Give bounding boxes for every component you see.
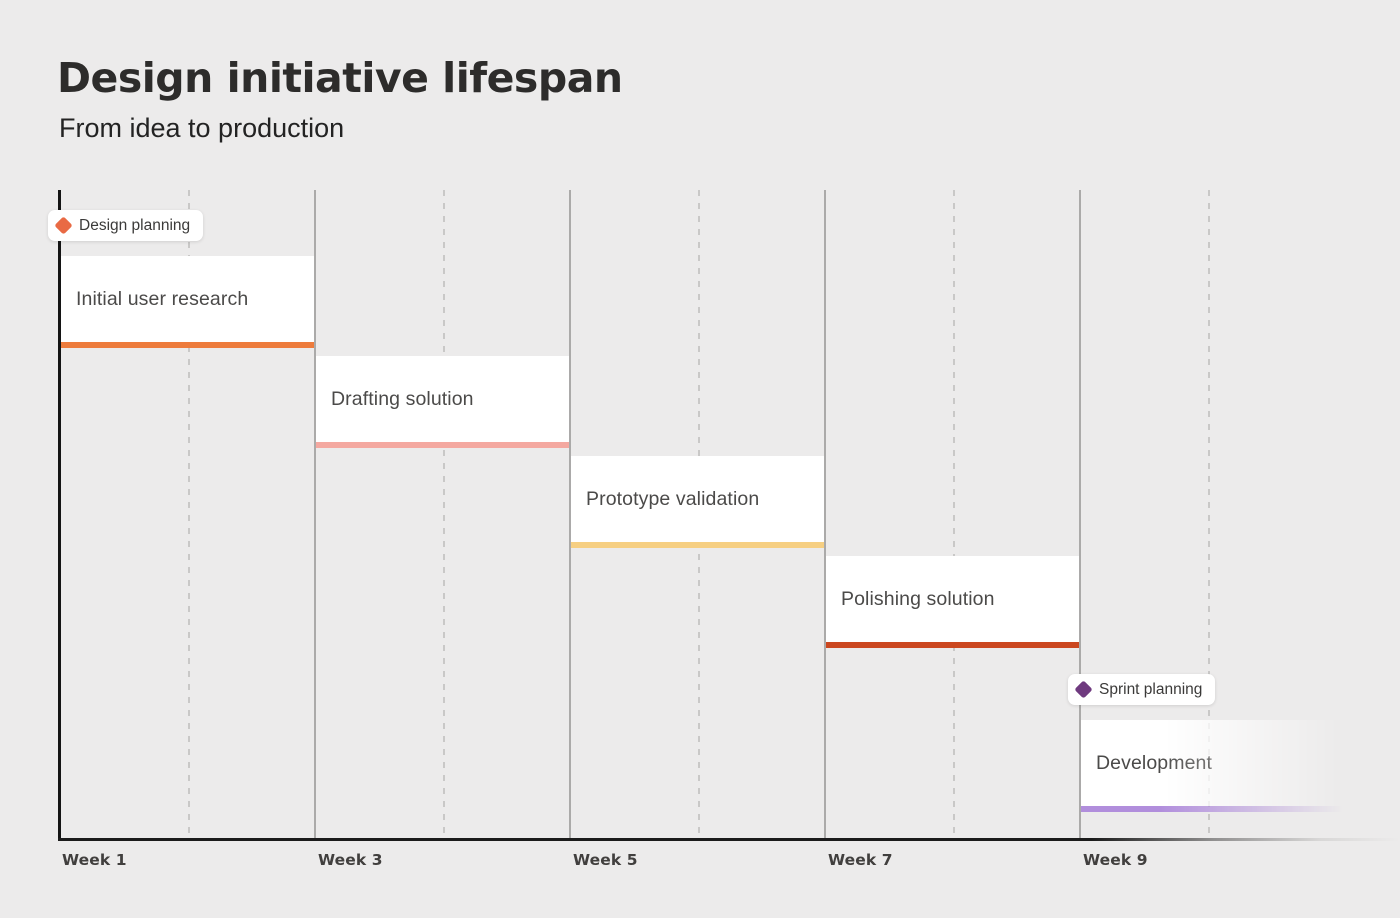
milestone-label: Design planning (79, 216, 191, 234)
task-bar-drafting-solution[interactable]: Drafting solution (316, 356, 569, 448)
x-tick-week-3: Week 3 (318, 851, 383, 869)
x-tick-week-1: Week 1 (62, 851, 127, 869)
gridline-week-5 (569, 190, 571, 838)
task-label: Polishing solution (841, 587, 995, 610)
gridline-week-2 (188, 190, 190, 838)
diamond-icon (1074, 680, 1093, 699)
page-subtitle: From idea to production (59, 113, 345, 143)
task-label: Development (1096, 751, 1212, 774)
diamond-icon (54, 216, 73, 235)
task-label: Prototype validation (586, 487, 760, 510)
task-label: Initial user research (76, 287, 249, 310)
milestone-label: Sprint planning (1099, 680, 1203, 698)
task-bar-development[interactable]: Development (1081, 720, 1345, 812)
task-bar-polishing-solution[interactable]: Polishing solution (826, 556, 1079, 648)
gridline-week-4 (443, 190, 445, 838)
x-tick-week-9: Week 9 (1083, 851, 1148, 869)
task-bar-initial-user-research[interactable]: Initial user research (61, 256, 314, 348)
gridline-week-8 (953, 190, 955, 838)
y-axis-line (58, 190, 61, 841)
x-tick-week-7: Week 7 (828, 851, 893, 869)
milestone-design-planning[interactable]: Design planning (48, 210, 204, 241)
gridline-week-3 (314, 190, 316, 838)
x-tick-week-5: Week 5 (573, 851, 638, 869)
gridline-week-9 (1079, 190, 1081, 838)
gridline-week-7 (824, 190, 826, 838)
milestone-sprint-planning[interactable]: Sprint planning (1068, 674, 1216, 705)
task-bar-prototype-validation[interactable]: Prototype validation (571, 456, 824, 548)
gridline-week-10 (1208, 190, 1210, 838)
task-label: Drafting solution (331, 387, 474, 410)
x-axis-line (58, 838, 1400, 841)
page-title: Design initiative lifespan (57, 54, 623, 102)
